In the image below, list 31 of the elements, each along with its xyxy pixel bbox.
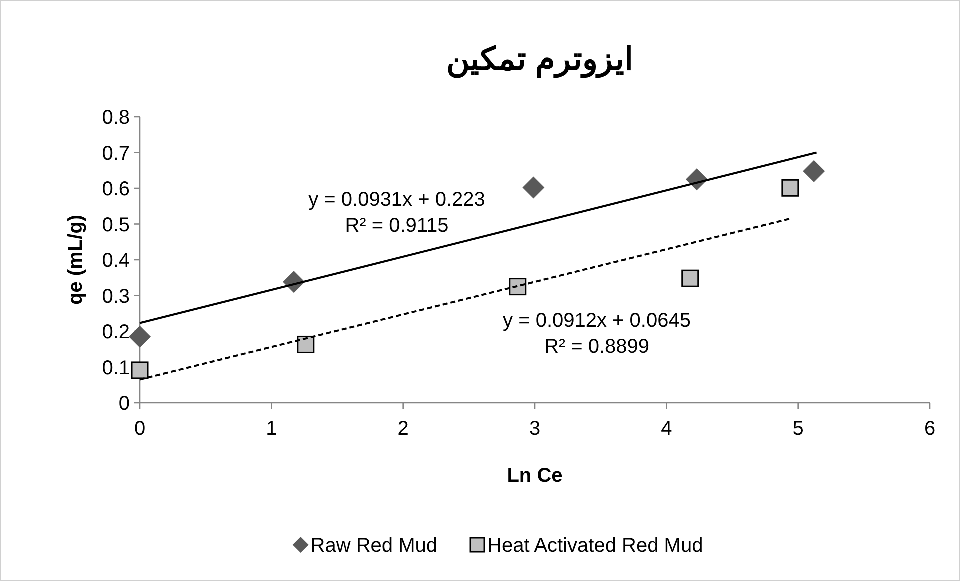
point bbox=[782, 179, 800, 197]
x-tick-label: 5 bbox=[792, 418, 804, 440]
x-tick-label: 2 bbox=[398, 418, 409, 440]
point bbox=[131, 362, 149, 380]
y-tick-label: 0 bbox=[118, 393, 130, 415]
chart-title: ایزوترم تمکین bbox=[446, 41, 634, 79]
annotation: y = 0.0912x + 0.0645 R² = 0.8899 bbox=[503, 310, 691, 358]
y-tick-label: 0.2 bbox=[102, 322, 130, 344]
y-tick-label: 0.5 bbox=[102, 214, 130, 236]
point bbox=[682, 270, 700, 288]
x-tick-label: 1 bbox=[266, 418, 278, 440]
x-tick-label: 3 bbox=[529, 418, 541, 440]
x-axis-title: Ln Ce bbox=[507, 465, 563, 487]
y-tick-label: 0.1 bbox=[102, 357, 130, 380]
x-tick-label: 6 bbox=[924, 418, 936, 440]
y-axis-title: qe (mL/g) bbox=[65, 215, 87, 305]
annotation: y = 0.0931x + 0.223 R² = 0.9115 bbox=[308, 189, 486, 237]
point bbox=[129, 326, 151, 348]
point bbox=[297, 336, 315, 354]
point bbox=[803, 160, 826, 182]
y-tick-label: 0.4 bbox=[102, 250, 130, 272]
point bbox=[509, 278, 527, 296]
y-tick-label: 0.3 bbox=[102, 286, 130, 308]
x-tick-label: 0 bbox=[134, 418, 146, 440]
y-tick-label: 0.6 bbox=[102, 178, 130, 200]
legend-label: Heat Activated Red Mud bbox=[488, 535, 704, 557]
x-tick-label: 4 bbox=[661, 418, 672, 440]
point bbox=[522, 176, 545, 199]
y-tick-label: 0.8 bbox=[102, 107, 130, 129]
y-tick-label: 0.7 bbox=[102, 142, 130, 165]
legend-label: Raw Red Mud bbox=[310, 535, 438, 557]
